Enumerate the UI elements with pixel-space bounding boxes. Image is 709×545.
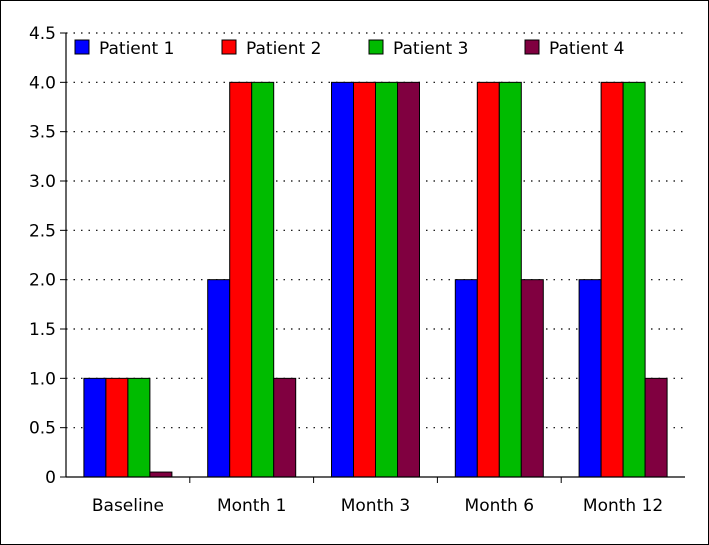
bar-patient-1-month-3 [331,81,354,478]
bar-patient-1-baseline [83,377,107,478]
bar-patient-4-month-12 [644,377,668,478]
x-tick-label: Month 6 [465,496,535,516]
bar-patient-2-month-3 [353,81,376,478]
y-tick-label: 0.5 [29,419,56,439]
legend: Patient 1 Patient 2 Patient 3 Patient 4 [74,39,624,59]
x-tick-label: Month 3 [341,496,411,516]
y-tick-label: 2.5 [29,221,56,241]
bar-patient-3-baseline [127,377,151,478]
legend-label-patient-4: Patient 4 [549,39,624,59]
bar-patient-1-month-12 [578,279,602,478]
legend-label-patient-3: Patient 3 [393,39,468,59]
bar-patient-4-month-6 [520,279,544,478]
y-tick-label: 4.5 [29,24,56,44]
x-tick-label: Baseline [92,496,164,516]
y-tick-label: 3.0 [29,172,56,192]
legend-swatch-patient-1 [74,39,90,55]
y-tick-label: 4.0 [29,73,56,93]
legend-label-patient-1: Patient 1 [99,39,174,59]
bar-patient-2-month-1 [229,81,253,478]
bar-patient-3-month-12 [622,81,646,478]
bar-patient-1-month-6 [454,279,478,478]
bars [83,81,668,478]
x-tick-label: Month 1 [217,496,287,516]
x-tick-label: Month 12 [583,496,663,516]
bar-patient-3-month-1 [251,81,275,478]
bar-patient-2-month-6 [476,81,500,478]
bar-patient-1-month-1 [207,279,231,478]
y-tick-label: 1.0 [29,369,56,389]
y-tick-label: 2.0 [29,271,56,291]
legend-swatch-patient-2 [221,39,237,55]
axes: 0 0.5 1.0 1.5 2.0 2.5 3.0 3.5 4.0 4.5 Baseline Mont… [29,24,685,516]
y-tick-label: 3.5 [29,123,56,143]
legend-swatch-patient-3 [368,39,384,55]
bar-patient-4-baseline [149,471,173,478]
bar-patient-3-month-3 [375,81,398,478]
bar-patient-4-month-1 [273,377,297,478]
bar-patient-4-month-3 [397,81,420,478]
y-tick-label: 1.5 [29,320,56,340]
bar-patient-2-month-12 [600,81,624,478]
legend-swatch-patient-4 [524,39,540,55]
legend-label-patient-2: Patient 2 [246,39,321,59]
y-tick-label: 0 [45,468,56,488]
bar-patient-3-month-6 [498,81,522,478]
bar-patient-2-baseline [105,377,129,478]
